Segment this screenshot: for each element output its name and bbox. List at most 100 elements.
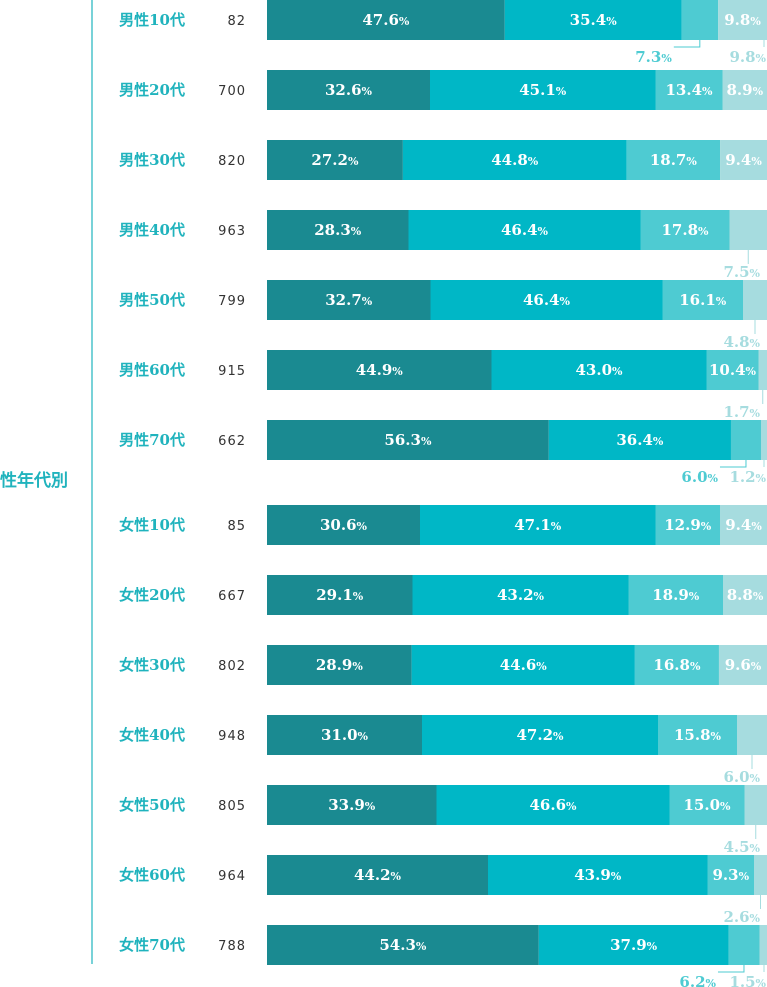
row-label: 男性70代 xyxy=(119,431,185,449)
bar-segment-dark xyxy=(267,70,430,110)
sample-size-label: 820 xyxy=(218,154,246,169)
bar-value-label: 15.0% xyxy=(684,796,732,814)
row-label: 女性20代 xyxy=(119,586,185,604)
sample-size-label: 700 xyxy=(218,84,246,99)
bar-value-label: 54.3% xyxy=(379,936,427,954)
bar-segment-mid xyxy=(728,925,760,965)
row-label: 男性10代 xyxy=(119,11,185,29)
bar-value-label: 9.8% xyxy=(724,11,761,29)
bar-value-label: 8.9% xyxy=(726,81,763,99)
bar-row: 女性10代 85 30.6% 47.1% 12.9% 9.4% xyxy=(119,505,767,545)
bar-value-label: 46.4% xyxy=(523,291,571,309)
bar-segment-cyan xyxy=(504,0,682,40)
sample-size-label: 802 xyxy=(218,659,246,674)
bar-value-label: 44.2% xyxy=(354,866,402,884)
bar-segment-light xyxy=(722,70,767,110)
sample-size-label: 964 xyxy=(218,869,246,884)
bar-row: 男性60代 915 44.9% 43.0% 10.4% 1.7% xyxy=(119,350,767,421)
sample-size-label: 799 xyxy=(218,294,246,309)
bar-row: 男性40代 963 28.3% 46.4% 17.8% 7.5% xyxy=(119,210,767,281)
bar-value-label: 9.3% xyxy=(712,866,749,884)
bar-segment-cyan xyxy=(436,785,670,825)
bar-value-label: 13.4% xyxy=(666,81,714,99)
bar-segment-light xyxy=(718,0,767,40)
bar-segment-mid xyxy=(640,210,730,250)
bar-segment-cyan xyxy=(488,855,708,895)
bar-value-label: 44.9% xyxy=(356,361,404,379)
bar-row: 男性50代 799 32.7% 46.4% 16.1% 4.8% xyxy=(119,280,767,351)
bar-segment-dark xyxy=(267,210,409,250)
bar-segment-dark xyxy=(267,645,412,685)
bar-segment-light xyxy=(720,505,767,545)
bar-value-label: 31.0% xyxy=(321,726,369,744)
bar-segment-mid xyxy=(626,140,721,180)
bar-value-label: 35.4% xyxy=(570,11,618,29)
bar-segment-mid xyxy=(669,785,745,825)
bar-segment-mid xyxy=(655,70,723,110)
callout-leader-line xyxy=(719,460,747,468)
bar-row: 男性20代 700 32.6% 45.1% 13.4% 8.9% xyxy=(119,70,767,110)
bar-value-label: 47.2% xyxy=(517,726,565,744)
row-label: 女性40代 xyxy=(119,726,185,744)
bar-segment-mid xyxy=(634,645,719,685)
outside-value-label: 1.7% xyxy=(723,403,760,421)
row-label: 男性30代 xyxy=(119,151,185,169)
bar-value-label: 18.9% xyxy=(652,586,700,604)
bar-row: 女性40代 948 31.0% 47.2% 15.8% 6.0% xyxy=(119,715,767,786)
bar-value-label: 43.9% xyxy=(574,866,622,884)
row-label: 女性10代 xyxy=(119,516,185,534)
bar-value-label: 10.4% xyxy=(709,361,757,379)
bar-segment-light xyxy=(720,140,767,180)
group-label: 性年代別 xyxy=(0,470,68,491)
sample-size-label: 85 xyxy=(227,519,246,534)
bar-segment-dark xyxy=(267,420,549,460)
bar-segment-cyan xyxy=(412,575,629,615)
bar-segment-cyan xyxy=(538,925,729,965)
bar-value-label: 18.7% xyxy=(650,151,698,169)
bar-value-label: 37.9% xyxy=(610,936,658,954)
bar-value-label: 27.2% xyxy=(311,151,359,169)
sample-size-label: 948 xyxy=(218,729,246,744)
bar-segment-cyan xyxy=(408,210,641,250)
outside-value-label: 2.6% xyxy=(723,908,760,926)
bar-value-label: 44.6% xyxy=(500,656,548,674)
sample-size-label: 963 xyxy=(218,224,246,239)
row-label: 女性30代 xyxy=(119,656,185,674)
sample-size-label: 915 xyxy=(218,364,246,379)
bar-segment-mid xyxy=(655,505,720,545)
bar-segment-dark xyxy=(267,0,505,40)
bar-segment-dark xyxy=(267,140,403,180)
bar-segment-dark xyxy=(267,505,420,545)
bar-value-label: 15.8% xyxy=(674,726,722,744)
bar-value-label: 32.7% xyxy=(325,291,373,309)
bar-row: 女性60代 964 44.2% 43.9% 9.3% 2.6% xyxy=(119,855,767,926)
bar-segment-light xyxy=(723,575,767,615)
bar-segment-mid xyxy=(628,575,723,615)
bar-row: 女性70代 788 54.3% 37.9% 6.2% 1.5% xyxy=(119,925,767,987)
bar-value-label: 44.8% xyxy=(491,151,539,169)
bar-segment-mid xyxy=(707,855,754,895)
bar-row: 男性70代 662 56.3% 36.4% 6.0% 1.2% xyxy=(119,420,767,486)
bar-row: 男性10代 82 47.6% 35.4% 9.8% 7.3% 9.8% xyxy=(119,0,767,66)
callout-leader-line xyxy=(717,965,745,973)
row-label: 女性50代 xyxy=(119,796,185,814)
bar-segment-light xyxy=(744,785,767,825)
outside-value-label: 4.5% xyxy=(723,838,760,856)
bar-value-label: 16.8% xyxy=(653,656,701,674)
row-label: 男性60代 xyxy=(119,361,185,379)
bar-value-label: 28.3% xyxy=(314,221,362,239)
bar-segment-light xyxy=(737,715,767,755)
bar-value-label: 45.1% xyxy=(519,81,567,99)
bar-value-label: 12.9% xyxy=(664,516,712,534)
sample-size-label: 788 xyxy=(218,939,246,954)
bar-value-label: 32.6% xyxy=(325,81,373,99)
sample-size-label: 805 xyxy=(218,799,246,814)
bar-segment-dark xyxy=(267,715,422,755)
outside-value-label: 6.0% xyxy=(723,768,760,786)
bar-value-label: 28.9% xyxy=(316,656,364,674)
bar-segment-light xyxy=(760,420,767,460)
outside-value-label: 6.2% xyxy=(679,973,716,987)
bar-segment-cyan xyxy=(420,505,656,545)
sample-size-label: 662 xyxy=(218,434,246,449)
